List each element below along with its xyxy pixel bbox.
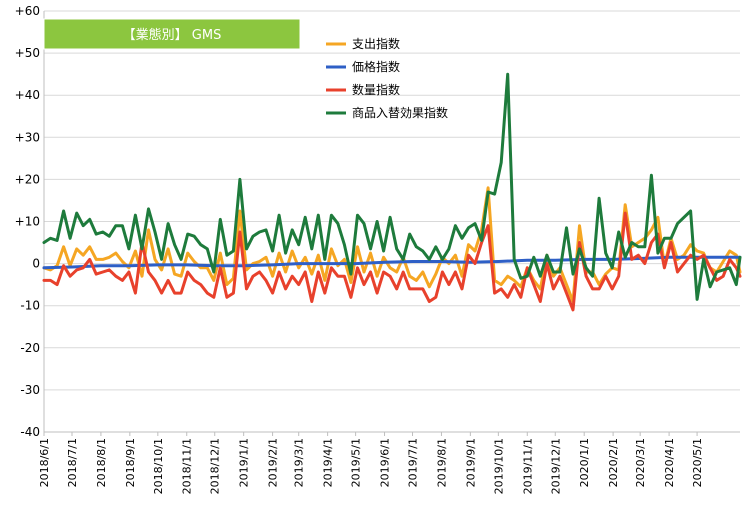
series-line: [42, 211, 742, 312]
y-tick-label: 0: [32, 257, 40, 271]
series-line: [42, 72, 742, 301]
chart-title-box: 【業態別】 GMS: [43, 18, 301, 50]
legend-label: 支出指数: [352, 36, 400, 51]
x-tick-label: 2020/2/1: [607, 438, 620, 487]
x-tick-label: 2018/9/1: [124, 438, 137, 487]
x-tick-label: 2019/1/1: [238, 438, 251, 487]
x-tick-label: 2019/4/1: [322, 438, 335, 487]
y-tick-label: +10: [15, 215, 40, 229]
x-tick-label: 2019/2/1: [267, 438, 280, 487]
y-tick-label: -10: [20, 299, 40, 313]
x-tick-label: 2019/12/1: [549, 438, 562, 494]
y-tick-label: +30: [15, 130, 40, 144]
series-lines: [42, 72, 742, 312]
x-tick-label: 2020/3/1: [634, 438, 647, 487]
x-tick-label: 2019/5/1: [350, 438, 363, 487]
legend-label: 商品入替効果指数: [352, 105, 448, 120]
series-line: [42, 186, 742, 303]
title-background: [43, 18, 301, 50]
x-tick-label: 2019/10/1: [492, 438, 505, 494]
x-tick-label: 2018/11/1: [181, 438, 194, 494]
x-tick-label: 2018/7/1: [66, 438, 79, 487]
y-tick-label: +20: [15, 172, 40, 186]
y-tick-label: -30: [20, 383, 40, 397]
x-tick-label: 2018/8/1: [95, 438, 108, 487]
x-tick-label: 2020/5/1: [691, 438, 704, 487]
x-tick-label: 2019/11/1: [521, 438, 534, 494]
x-tick-label: 2020/1/1: [578, 438, 591, 487]
legend-label: 価格指数: [352, 59, 400, 74]
x-tick-label: 2018/12/1: [209, 438, 222, 494]
x-tick-label: 2019/7/1: [407, 438, 420, 487]
y-tick-label: -40: [20, 425, 40, 439]
y-tick-label: -20: [20, 341, 40, 355]
x-tick-label: 2019/6/1: [379, 438, 392, 487]
x-tick-label: 2019/9/1: [464, 438, 477, 487]
x-tick-label: 2019/3/1: [293, 438, 306, 487]
x-tick-label: 2018/10/1: [152, 438, 165, 494]
chart-title: 【業態別】 GMS: [123, 27, 222, 43]
y-tick-label: +60: [15, 4, 40, 18]
x-tick-label: 2019/8/1: [435, 438, 448, 487]
y-tick-label: +40: [15, 88, 40, 102]
y-tick-label: +50: [15, 46, 40, 60]
x-tick-label: 2020/4/1: [663, 438, 676, 487]
legend-label: 数量指数: [352, 82, 400, 97]
x-tick-label: 2018/6/1: [38, 438, 51, 487]
